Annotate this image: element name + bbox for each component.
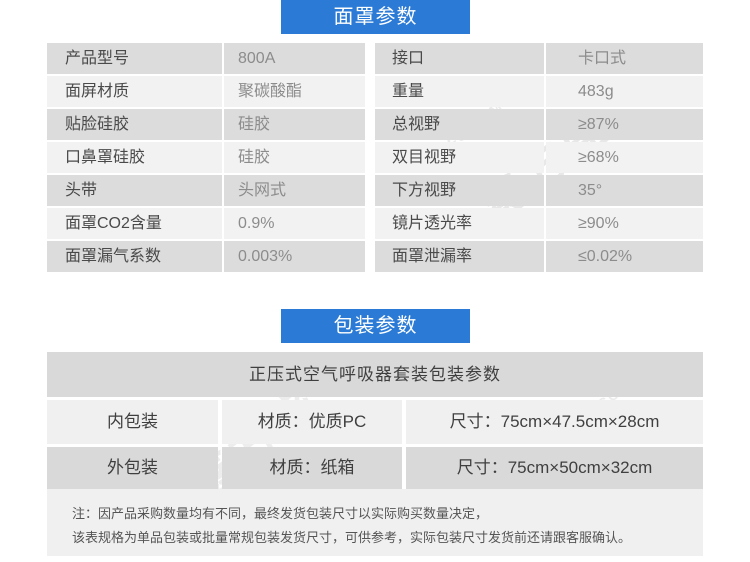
spec-label: 头带 bbox=[47, 175, 222, 206]
spec-label: 产品型号 bbox=[47, 43, 222, 74]
spec-value: 头网式 bbox=[224, 175, 365, 206]
spec-label: 双目视野 bbox=[375, 142, 544, 173]
spec-value: 0.003% bbox=[224, 241, 365, 272]
table-row: 内包装 材质：优质PC 尺寸：75cm×47.5cm×28cm bbox=[47, 400, 703, 444]
mask-spec-tables: 产品型号 800A 面屏材质 聚碳酸酯 贴脸硅胶 硅胶 口鼻罩硅胶 硅胶 头带 … bbox=[47, 43, 703, 274]
table-row: 口鼻罩硅胶 硅胶 bbox=[47, 142, 365, 175]
spec-label: 镜片透光率 bbox=[375, 208, 544, 239]
table-row: 面罩泄漏率 ≤0.02% bbox=[375, 241, 703, 274]
table-row: 产品型号 800A bbox=[47, 43, 365, 76]
table-row: 头带 头网式 bbox=[47, 175, 365, 208]
table-row: 面罩CO2含量 0.9% bbox=[47, 208, 365, 241]
table-row: 接口 卡口式 bbox=[375, 43, 703, 76]
spec-label: 重量 bbox=[375, 76, 544, 107]
table-row: 重量 483g bbox=[375, 76, 703, 109]
spec-value: 0.9% bbox=[224, 208, 365, 239]
mask-spec-table-left: 产品型号 800A 面屏材质 聚碳酸酯 贴脸硅胶 硅胶 口鼻罩硅胶 硅胶 头带 … bbox=[47, 43, 365, 274]
spec-value: ≤0.02% bbox=[546, 241, 703, 272]
package-material: 材质：纸箱 bbox=[222, 447, 402, 489]
spec-value: 卡口式 bbox=[546, 43, 703, 74]
note-line-1: 注：因产品采购数量均有不同，最终发货包装尺寸以实际购买数量决定， bbox=[72, 506, 489, 521]
table-row: 贴脸硅胶 硅胶 bbox=[47, 109, 365, 142]
table-row: 面罩漏气系数 0.003% bbox=[47, 241, 365, 274]
spec-label: 面罩漏气系数 bbox=[47, 241, 222, 272]
spec-label: 面罩CO2含量 bbox=[47, 208, 222, 239]
package-size: 尺寸：75cm×47.5cm×28cm bbox=[406, 400, 703, 444]
table-row: 总视野 ≥87% bbox=[375, 109, 703, 142]
spec-label: 总视野 bbox=[375, 109, 544, 140]
spec-value: 483g bbox=[546, 76, 703, 107]
packaging-table: 正压式空气呼吸器套装包装参数 内包装 材质：优质PC 尺寸：75cm×47.5c… bbox=[47, 352, 703, 492]
spec-value: 聚碳酸酯 bbox=[224, 76, 365, 107]
table-row: 外包装 材质：纸箱 尺寸：75cm×50cm×32cm bbox=[47, 447, 703, 489]
spec-value: ≥87% bbox=[546, 109, 703, 140]
table-row: 面屏材质 聚碳酸酯 bbox=[47, 76, 365, 109]
spec-label: 贴脸硅胶 bbox=[47, 109, 222, 140]
package-type: 内包装 bbox=[47, 400, 218, 444]
spec-value: 800A bbox=[224, 43, 365, 74]
table-row: 镜片透光率 ≥90% bbox=[375, 208, 703, 241]
section-header-mask-params: 面罩参数 bbox=[281, 0, 470, 34]
note-line-2: 该表规格为单品包装或批量常规包装发货尺寸，可供参考，实际包装尺寸发货前还请跟客服… bbox=[72, 530, 632, 545]
package-type: 外包装 bbox=[47, 447, 218, 489]
spec-value: 硅胶 bbox=[224, 109, 365, 140]
table-row: 双目视野 ≥68% bbox=[375, 142, 703, 175]
spec-label: 接口 bbox=[375, 43, 544, 74]
spec-label: 面罩泄漏率 bbox=[375, 241, 544, 272]
spec-label: 口鼻罩硅胶 bbox=[47, 142, 222, 173]
spec-label: 面屏材质 bbox=[47, 76, 222, 107]
spec-value: ≥90% bbox=[546, 208, 703, 239]
packaging-note: 注：因产品采购数量均有不同，最终发货包装尺寸以实际购买数量决定， 该表规格为单品… bbox=[47, 489, 703, 556]
table-row: 下方视野 35° bbox=[375, 175, 703, 208]
packaging-table-title: 正压式空气呼吸器套装包装参数 bbox=[47, 352, 703, 397]
package-size: 尺寸：75cm×50cm×32cm bbox=[406, 447, 703, 489]
spec-value: 硅胶 bbox=[224, 142, 365, 173]
package-material: 材质：优质PC bbox=[222, 400, 402, 444]
section-header-packaging-params: 包装参数 bbox=[281, 309, 470, 343]
mask-spec-table-right: 接口 卡口式 重量 483g 总视野 ≥87% 双目视野 ≥68% 下方视野 3… bbox=[375, 43, 703, 274]
spec-label: 下方视野 bbox=[375, 175, 544, 206]
spec-value: 35° bbox=[546, 175, 703, 206]
spec-value: ≥68% bbox=[546, 142, 703, 173]
